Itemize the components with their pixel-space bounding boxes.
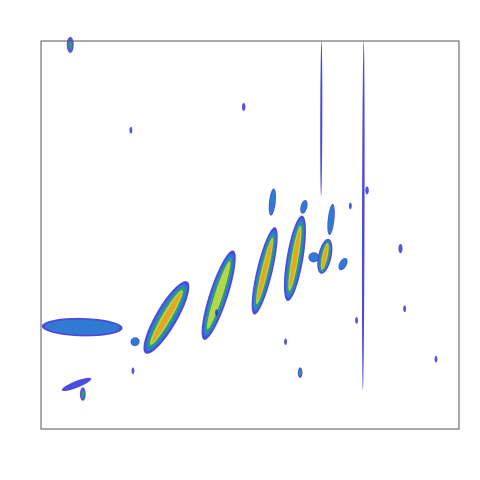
streak-12-band-0 (61, 377, 92, 391)
blob-10 (215, 309, 219, 316)
streak-14-band-0 (320, 41, 323, 197)
blob-9 (131, 367, 135, 375)
blob-2 (129, 126, 133, 134)
streak-7-band-1 (300, 200, 307, 214)
streak-5-band-4 (321, 244, 328, 269)
blob-4-core (298, 369, 302, 376)
blob-3 (241, 102, 246, 111)
streak-11-band-1 (131, 337, 139, 346)
blob-12 (365, 186, 369, 195)
blob-1-core (81, 390, 85, 398)
blob-5 (398, 243, 403, 254)
streak-2-band-3 (206, 261, 231, 330)
blob-11 (284, 338, 287, 346)
streak-6-band-1 (269, 189, 276, 215)
streak-4-band-4 (289, 229, 301, 288)
blob-8 (355, 317, 359, 324)
streak-3-band-4 (257, 241, 272, 301)
streak-13-band-0 (361, 41, 365, 391)
blob-7 (434, 355, 438, 363)
plot-area (41, 36, 438, 401)
plot-frame (40, 40, 460, 430)
streak-0-band-1 (45, 319, 120, 335)
streak-8-band-1 (328, 205, 335, 234)
streak-9-band-1 (308, 253, 319, 262)
blob-13 (348, 202, 352, 210)
blob-6 (403, 305, 407, 313)
blob-0-core (68, 40, 73, 50)
streak-10-band-1 (339, 258, 347, 270)
streak-1-band-4 (151, 293, 181, 342)
